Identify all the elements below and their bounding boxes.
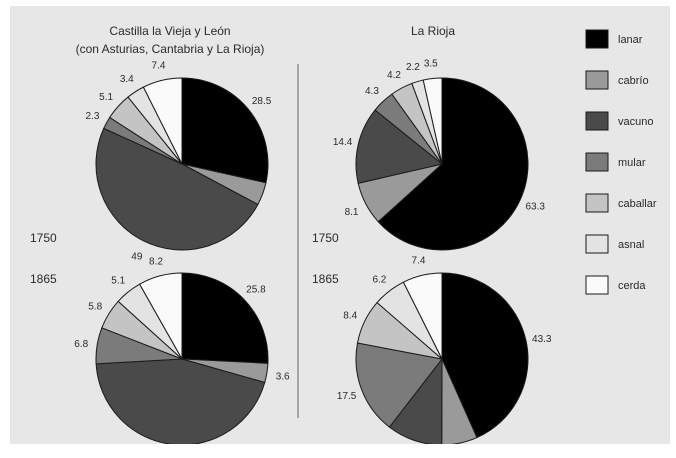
pie-1-slice-cerda — [138, 272, 183, 361]
pie-3-label-asnal: 6.2 — [372, 274, 386, 285]
pie-chart-figure: Castilla la Vieja y León (con Asturias, … — [30, 24, 657, 458]
pie-2-slice-vacuno — [355, 109, 444, 184]
right-column-title: La Rioja — [411, 24, 455, 38]
pie-2-slice-cerda — [422, 77, 443, 165]
pie-0-label-asnal: 3.4 — [120, 74, 134, 85]
pie-2-label-lanar: 63.3 — [525, 201, 545, 212]
figure-panel: Castilla la Vieja y León (con Asturias, … — [10, 6, 670, 458]
legend-swatch-cabrío — [585, 70, 609, 90]
pies-group: 28.5492.35.13.47.425.83.644.76.85.85.18.… — [74, 59, 552, 458]
pie-1-label-cerda: 8.2 — [149, 256, 163, 267]
legend-swatch-caballar — [585, 193, 609, 213]
year-label-castilla-1750: 1750 — [30, 231, 57, 245]
legend-label-cerda: cerda — [618, 280, 646, 292]
legend-label-asnal: asnal — [618, 239, 644, 251]
legend-label-mular: mular — [618, 157, 646, 169]
legend-label-vacuno: vacuno — [618, 116, 653, 128]
pie-0-slice-lanar — [181, 77, 269, 184]
pie-3-slice-cerda — [402, 272, 443, 360]
pie-0-label-caballar: 5.1 — [99, 92, 113, 103]
pie-1-label-mular: 6.8 — [74, 339, 88, 350]
pie-2-label-caballar: 4.2 — [387, 70, 401, 81]
pie-0-label-mular: 2.3 — [86, 111, 100, 122]
legend-swatch-lanar — [585, 29, 609, 49]
pie-2-label-vacuno: 14.4 — [333, 137, 353, 148]
year-label-rioja-1750: 1750 — [312, 231, 339, 245]
pie-0-label-lanar: 28.5 — [252, 96, 272, 107]
legend-label-lanar: lanar — [618, 34, 643, 46]
pie-1: 25.83.644.76.85.85.18.2 — [74, 256, 290, 458]
pie-1-label-caballar: 5.8 — [88, 301, 102, 312]
left-column-title: Castilla la Vieja y León — [109, 24, 230, 38]
pie-2-label-cabrío: 8.1 — [345, 207, 359, 218]
legend-swatch-asnal — [585, 234, 609, 254]
pie-0-label-vacuno: 49 — [131, 251, 143, 262]
pie-1-label-asnal: 5.1 — [111, 275, 125, 286]
pie-2-label-mular: 4.3 — [365, 86, 379, 97]
legend-swatch-vacuno — [585, 111, 609, 131]
pie-3-label-lanar: 43.3 — [532, 334, 552, 345]
pie-0-slice-vacuno — [95, 127, 259, 251]
pie-2-label-asnal: 2.2 — [406, 62, 420, 73]
pie-1-slice-lanar — [181, 272, 269, 364]
pie-0: 28.5 49 2.3 5.1 3.4 7.4 — [86, 61, 272, 263]
pie-0-label-cerda: 7.4 — [152, 61, 166, 72]
pie-0-slice-cerda — [142, 77, 183, 165]
pie-1-label-lanar: 25.8 — [246, 285, 266, 296]
legend-label-caballar: caballar — [618, 198, 657, 210]
pie-1-label-cabrío: 3.6 — [276, 372, 290, 383]
pie-3-slice-mular — [355, 342, 443, 428]
legend-label-cabrío: cabrío — [618, 75, 649, 87]
pie-2: 63.3 8.1 14.4 4.3 4.2 2.2 3.5 — [333, 59, 545, 251]
year-label-rioja-1865: 1865 — [312, 272, 339, 286]
legend-swatch-mular — [585, 152, 609, 172]
pie-3-slice-lanar — [441, 272, 529, 439]
pie-3: 43.36.710.417.58.46.27.4 — [337, 256, 552, 458]
pie-2-label-cerda: 3.5 — [424, 59, 438, 70]
pie-2-slice-lanar — [377, 77, 529, 251]
pie-3-label-cerda: 7.4 — [412, 256, 426, 267]
left-column-subtitle: (con Asturias, Cantabria y La Rioja) — [76, 42, 265, 56]
year-label-castilla-1865: 1865 — [30, 272, 57, 286]
pie-3-label-mular: 17.5 — [337, 391, 357, 402]
pie-3-label-caballar: 8.4 — [343, 311, 357, 322]
legend-swatch-cerda — [585, 275, 609, 295]
legend: lanar cabrío vacuno mular caballar asnal cerda — [585, 29, 657, 295]
